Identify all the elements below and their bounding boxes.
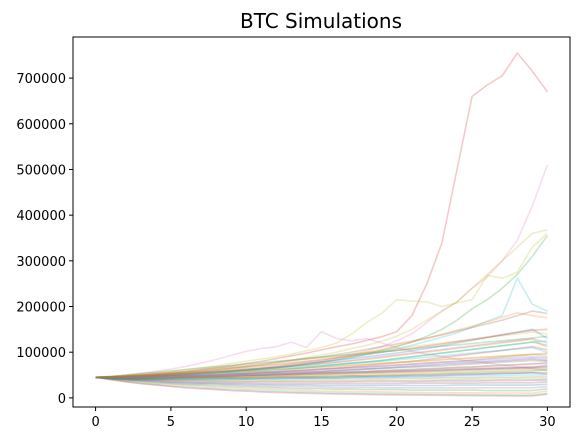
simulation-line-39 bbox=[95, 355, 548, 379]
simulation-line-17 bbox=[95, 353, 548, 379]
x-tick-label: 10 bbox=[238, 415, 255, 430]
simulation-line-47 bbox=[95, 335, 548, 379]
simulation-line-19 bbox=[95, 359, 548, 379]
simulation-line-16 bbox=[95, 353, 548, 379]
simulation-line-29 bbox=[95, 376, 548, 385]
simulation-line-33 bbox=[95, 376, 548, 395]
simulation-line-11 bbox=[95, 337, 548, 379]
y-tick-label: 700000 bbox=[16, 72, 66, 87]
simulation-line-25 bbox=[95, 374, 548, 380]
y-tick-label: 400000 bbox=[16, 209, 66, 224]
simulation-line-44 bbox=[95, 340, 548, 379]
y-tick-label: 100000 bbox=[16, 346, 66, 361]
simulation-line-2 bbox=[95, 164, 549, 379]
simulation-line-10 bbox=[95, 328, 548, 379]
simulation-line-38 bbox=[95, 352, 548, 379]
simulation-line-36 bbox=[95, 371, 548, 381]
x-tick-label: 25 bbox=[464, 415, 481, 430]
simulation-line-45 bbox=[95, 328, 548, 379]
simulation-line-27 bbox=[95, 376, 548, 382]
x-tick-label: 15 bbox=[313, 415, 330, 430]
y-tick-label: 200000 bbox=[16, 301, 66, 316]
simulation-line-37 bbox=[95, 368, 548, 380]
simulation-line-21 bbox=[95, 365, 548, 379]
y-tick-label: 500000 bbox=[16, 163, 66, 178]
simulation-line-30 bbox=[95, 376, 548, 387]
simulation-line-6 bbox=[95, 277, 548, 379]
simulation-line-8 bbox=[95, 312, 548, 379]
chart-title: BTC Simulations bbox=[240, 9, 402, 33]
x-tick-label: 5 bbox=[167, 415, 175, 430]
simulation-line-12 bbox=[95, 341, 548, 379]
x-tick-label: 30 bbox=[539, 415, 556, 430]
x-tick-label: 20 bbox=[389, 415, 406, 430]
simulation-line-35 bbox=[95, 376, 548, 397]
x-tick-label: 0 bbox=[91, 415, 99, 430]
simulation-line-46 bbox=[95, 358, 548, 380]
simulation-line-4 bbox=[95, 235, 549, 379]
simulation-line-28 bbox=[95, 376, 548, 384]
simulation-line-3 bbox=[95, 229, 548, 379]
y-tick-label: 0 bbox=[58, 392, 66, 407]
plot-frame bbox=[72, 36, 571, 408]
simulation-line-42 bbox=[95, 376, 548, 383]
y-tick-label: 300000 bbox=[16, 255, 66, 270]
x-axis: 0 5 10 15 20 25 30 bbox=[91, 407, 556, 430]
simulation-line-23 bbox=[95, 368, 548, 380]
simulation-line-5 bbox=[95, 232, 548, 379]
simulation-line-24 bbox=[95, 371, 548, 380]
y-axis: 0 100000 200000 300000 400000 500000 600000 700… bbox=[16, 72, 73, 407]
simulation-line-22 bbox=[95, 367, 548, 380]
simulation-line-41 bbox=[95, 364, 548, 379]
simulation-line-15 bbox=[95, 346, 548, 379]
simulation-line-31 bbox=[95, 376, 548, 389]
simulation-line-43 bbox=[95, 331, 548, 379]
simulation-line-26 bbox=[95, 376, 548, 381]
simulation-line-40 bbox=[95, 366, 548, 379]
simulation-line-34 bbox=[95, 376, 548, 396]
simulation-line-13 bbox=[95, 338, 548, 379]
simulation-line-32 bbox=[95, 376, 548, 392]
simulation-line-20 bbox=[95, 362, 548, 379]
y-tick-label: 600000 bbox=[16, 118, 66, 133]
simulation-line-14 bbox=[95, 345, 548, 380]
simulation-line-48 bbox=[95, 361, 548, 380]
simulation-line-9 bbox=[95, 330, 548, 379]
simulation-line-1 bbox=[95, 52, 549, 379]
series-lines bbox=[95, 52, 549, 397]
simulation-line-7 bbox=[95, 310, 548, 379]
simulation-line-18 bbox=[95, 357, 548, 379]
